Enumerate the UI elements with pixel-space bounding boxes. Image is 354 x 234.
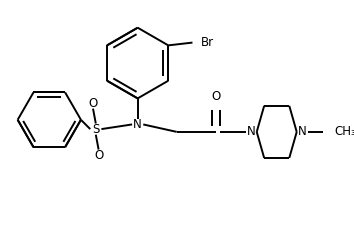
Text: O: O: [211, 90, 221, 103]
Text: S: S: [92, 123, 99, 135]
Text: O: O: [88, 97, 98, 110]
Text: N: N: [247, 125, 256, 138]
Text: Br: Br: [201, 36, 214, 49]
Text: N: N: [298, 125, 307, 138]
Text: CH₃: CH₃: [334, 125, 354, 138]
Text: O: O: [94, 149, 103, 162]
Text: N: N: [133, 118, 142, 131]
